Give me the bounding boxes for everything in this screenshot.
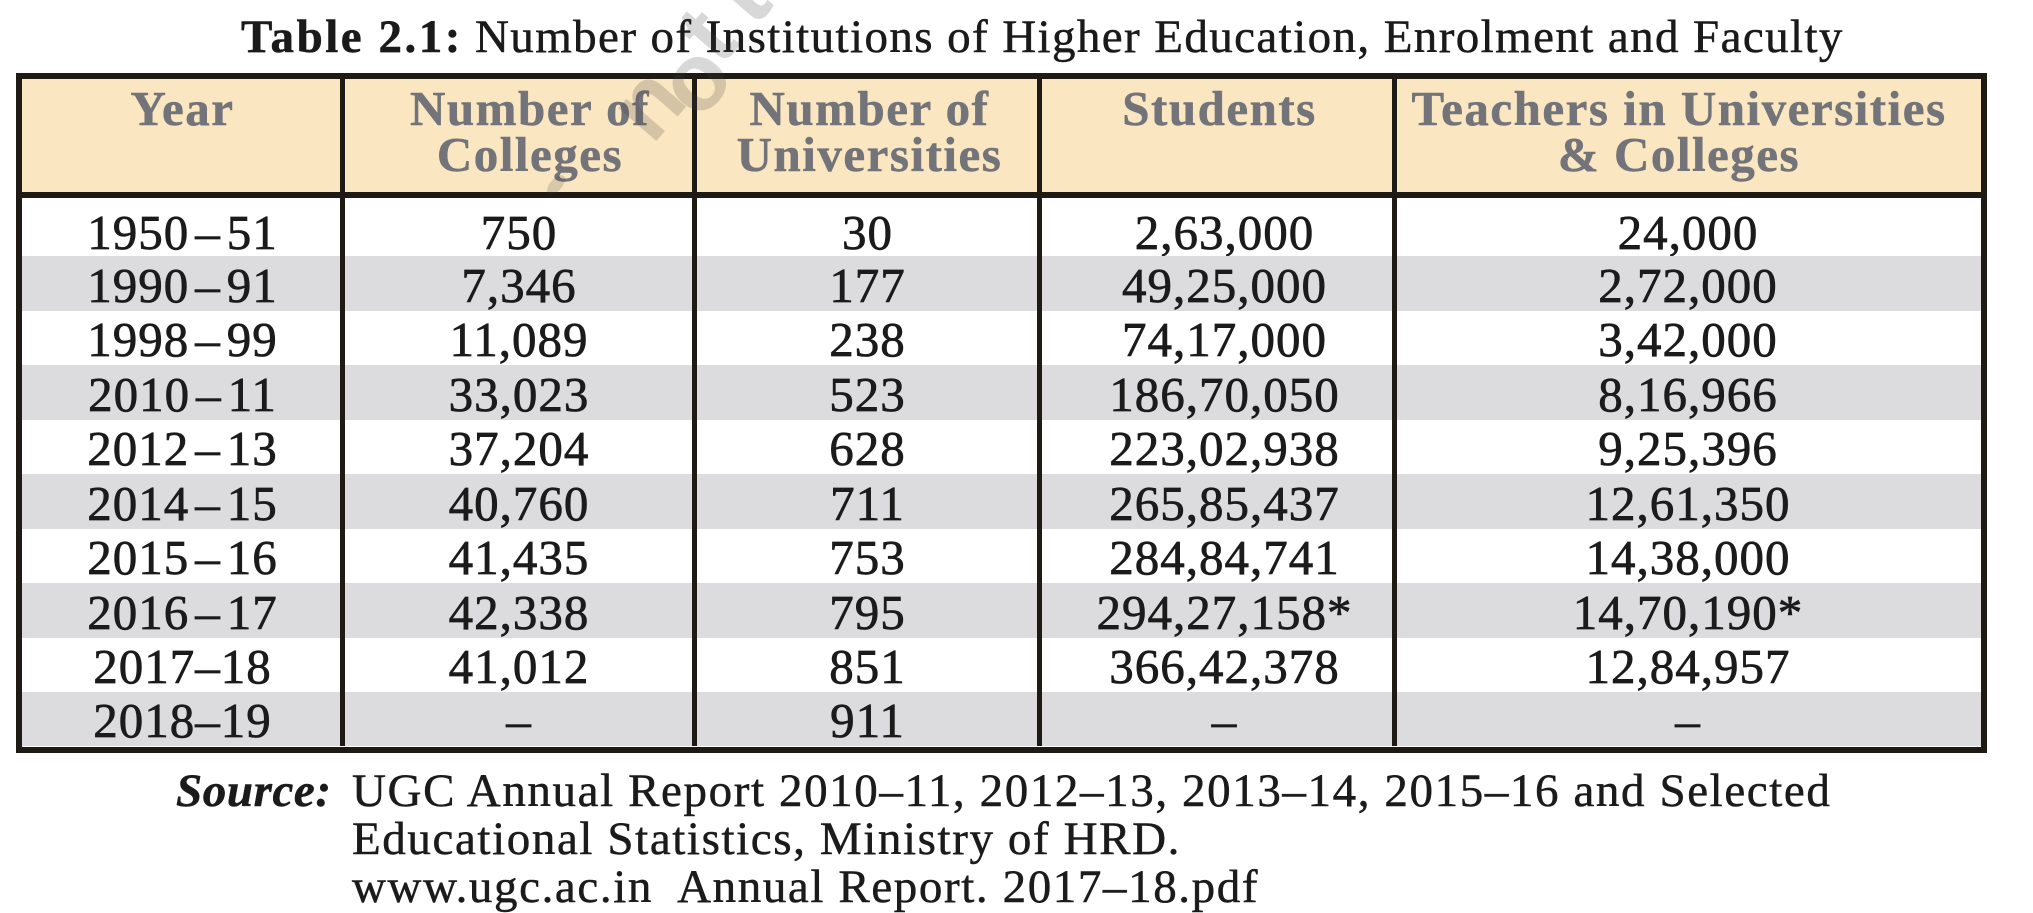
- svg-text:notto: notto: [588, 0, 838, 173]
